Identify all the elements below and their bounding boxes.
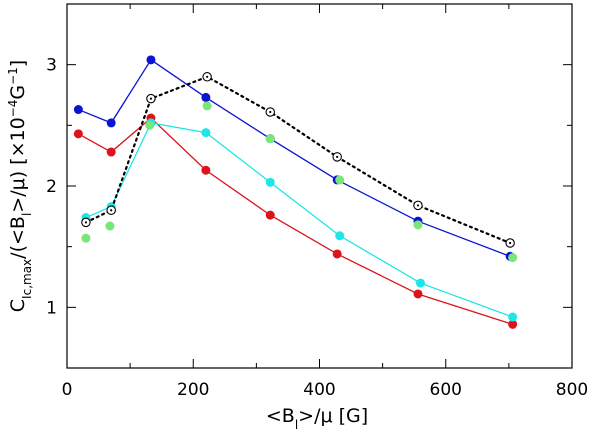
y-tick-label: 1	[46, 298, 57, 318]
series-line-cyan	[85, 122, 513, 318]
data-point-red	[265, 210, 275, 220]
plot-frame-layer	[66, 3, 573, 369]
data-point-center-dotted	[336, 155, 339, 158]
data-point-blue	[146, 55, 156, 65]
data-point-center-dotted	[84, 221, 88, 224]
data-point-blue	[73, 105, 83, 115]
data-point-red	[73, 129, 83, 139]
data-point-red	[106, 147, 116, 157]
data-point-cyan	[508, 312, 518, 322]
data-point-red	[413, 289, 423, 299]
data-point-cyan	[265, 177, 275, 187]
data-point-green	[335, 175, 345, 185]
series-line-blue	[78, 58, 511, 257]
data-point-green	[413, 220, 423, 230]
x-tick-label: 200	[177, 380, 209, 400]
data-point-center-dotted	[509, 241, 512, 245]
y-axis-label: CIc,max/(<Bl>/μ) [×10−4G−1]	[6, 60, 34, 312]
data-point-cyan	[201, 128, 211, 138]
data-point-center-dotted	[110, 209, 113, 212]
data-point-green	[508, 253, 518, 263]
x-tick-label: 400	[303, 380, 335, 400]
series-line-red	[78, 117, 513, 325]
data-point-center-dotted	[149, 97, 153, 100]
data-point-cyan	[416, 278, 425, 288]
data-point-red	[201, 165, 211, 175]
axis-ticks-layer: 0 200 400 600 800 1 2 3	[46, 3, 588, 400]
data-point-center-dotted	[206, 75, 209, 78]
y-tick-label: 3	[46, 56, 57, 76]
x-tick-label: 0	[62, 380, 73, 400]
x-axis-label: <Bl>/μ [G]	[266, 405, 368, 432]
data-point-blue	[201, 92, 211, 102]
plot-frame	[66, 3, 573, 369]
x-tick-label: 600	[430, 380, 462, 400]
series-layer	[73, 55, 518, 329]
data-point-cyan	[335, 231, 345, 241]
data-point-green	[81, 233, 91, 243]
data-point-blue	[106, 118, 116, 128]
x-tick-label: 800	[556, 380, 588, 400]
y-tick-label: 2	[46, 177, 57, 197]
data-point-green	[145, 120, 155, 130]
data-point-red	[332, 249, 342, 259]
series-line-dotted	[84, 75, 512, 245]
data-point-center-dotted	[416, 204, 420, 207]
data-point-center-dotted	[269, 110, 272, 114]
data-point-green	[265, 134, 275, 144]
data-point-green	[202, 101, 212, 111]
data-point-red	[508, 319, 518, 329]
data-point-green	[105, 221, 115, 231]
